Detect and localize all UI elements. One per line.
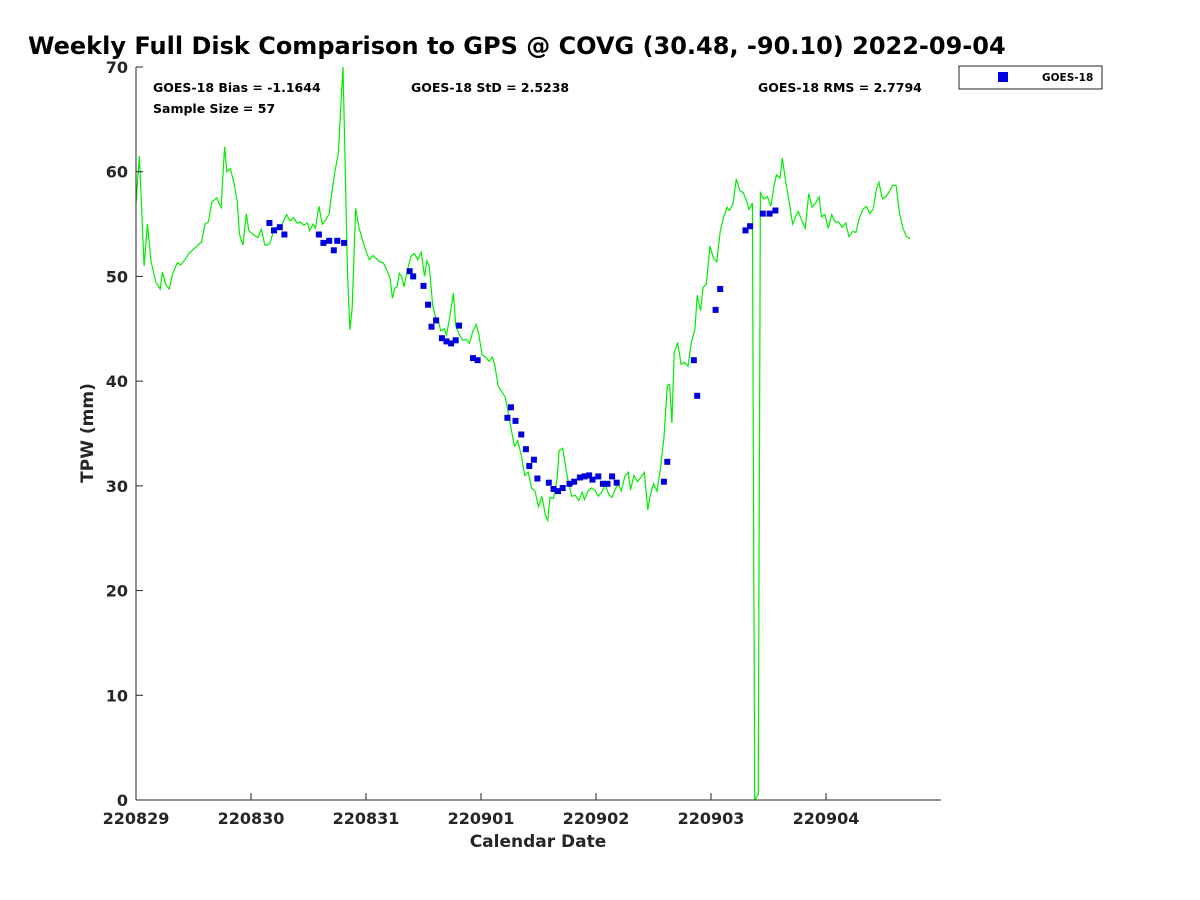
goes18-point xyxy=(512,417,519,424)
axes: 0 10 20 30 40 50 60 70 220829 220830 220831 220901 2… xyxy=(103,58,941,828)
goes18-point xyxy=(717,286,724,292)
goes18-point xyxy=(334,237,341,244)
goes18-point xyxy=(341,239,348,246)
x-tick-label: 220904 xyxy=(793,809,860,828)
y-tick-label: 0 xyxy=(117,791,128,810)
goes18-point xyxy=(266,220,273,226)
goes18-point xyxy=(589,476,596,483)
goes18-point xyxy=(474,357,481,364)
goes18-point xyxy=(566,480,573,487)
y-tick-label: 10 xyxy=(106,686,128,705)
legend: GOES-18 xyxy=(958,65,1103,90)
goes18-point xyxy=(595,473,602,480)
goes18-point xyxy=(330,247,337,254)
goes18-point xyxy=(559,485,566,491)
goes18-point xyxy=(581,473,588,480)
legend-label-goes18: GOES-18 xyxy=(1042,72,1093,84)
goes18-point xyxy=(315,231,322,238)
goes18-point xyxy=(281,231,288,238)
goes18-point xyxy=(555,488,561,495)
goes18-point xyxy=(420,282,427,289)
y-tick-label: 20 xyxy=(106,582,128,601)
legend-marker-goes18 xyxy=(998,72,1008,82)
rms-stat: GOES-18 RMS = 2.7794 xyxy=(758,80,922,95)
goes18-point xyxy=(433,317,440,324)
goes18-point xyxy=(438,335,445,342)
goes18-point xyxy=(504,414,511,421)
goes18-point xyxy=(586,472,593,479)
goes18-point xyxy=(507,404,514,411)
goes18-point xyxy=(452,337,459,344)
x-tick-label: 220829 xyxy=(103,809,170,828)
goes18-point xyxy=(448,340,455,347)
goes18-point xyxy=(534,475,541,482)
goes18-point xyxy=(530,456,537,463)
y-tick-label: 30 xyxy=(106,477,128,496)
y-tick-label: 50 xyxy=(106,267,128,286)
goes18-point xyxy=(694,392,701,399)
x-tick-label: 220902 xyxy=(563,809,630,828)
goes18-point xyxy=(772,207,779,214)
goes18-point xyxy=(690,357,697,364)
x-tick-label: 220831 xyxy=(333,809,400,828)
y-tick-label: 40 xyxy=(106,372,128,391)
goes18-point xyxy=(545,479,552,486)
goes18-point xyxy=(425,301,432,308)
goes18-point xyxy=(518,431,525,438)
legend-box xyxy=(958,65,1103,90)
goes18-series xyxy=(266,207,779,495)
goes18-point xyxy=(320,239,327,246)
sample-size-stat: Sample Size = 57 xyxy=(153,101,275,116)
goes18-point xyxy=(550,486,557,492)
goes18-point xyxy=(576,474,583,481)
y-tick-label: 70 xyxy=(106,58,128,77)
goes18-point xyxy=(456,322,463,329)
goes18-point xyxy=(609,473,616,480)
goes18-point xyxy=(271,227,277,234)
x-tick-label: 220830 xyxy=(218,809,285,828)
goes18-point xyxy=(326,237,333,244)
goes18-point xyxy=(747,223,754,230)
x-tick-label: 220903 xyxy=(678,809,745,828)
goes18-point xyxy=(522,446,529,453)
goes18-point xyxy=(664,458,671,465)
goes18-point xyxy=(712,306,719,313)
y-tick-label: 60 xyxy=(106,163,128,182)
chart-title: Weekly Full Disk Comparison to GPS @ COV… xyxy=(28,32,1006,60)
goes18-point xyxy=(660,478,667,485)
goes18-point xyxy=(599,480,606,487)
x-tick-label: 220901 xyxy=(448,809,515,828)
goes18-point xyxy=(443,338,450,345)
goes18-point xyxy=(470,355,476,362)
y-axis-label: TPW (mm) xyxy=(78,383,98,483)
std-stat: GOES-18 StD = 2.5238 xyxy=(411,80,569,95)
goes18-point xyxy=(742,227,749,234)
goes18-point xyxy=(428,323,435,330)
goes18-point xyxy=(410,273,417,280)
bias-stat: GOES-18 Bias = -1.1644 xyxy=(153,80,321,95)
goes18-point xyxy=(526,463,533,469)
goes18-point xyxy=(604,480,611,487)
goes18-point xyxy=(766,210,773,217)
goes18-point xyxy=(613,479,620,486)
goes18-point xyxy=(759,210,766,217)
x-axis-label: Calendar Date xyxy=(470,832,607,852)
goes18-point xyxy=(276,224,283,231)
goes18-point xyxy=(571,478,578,485)
goes18-point xyxy=(406,268,413,275)
